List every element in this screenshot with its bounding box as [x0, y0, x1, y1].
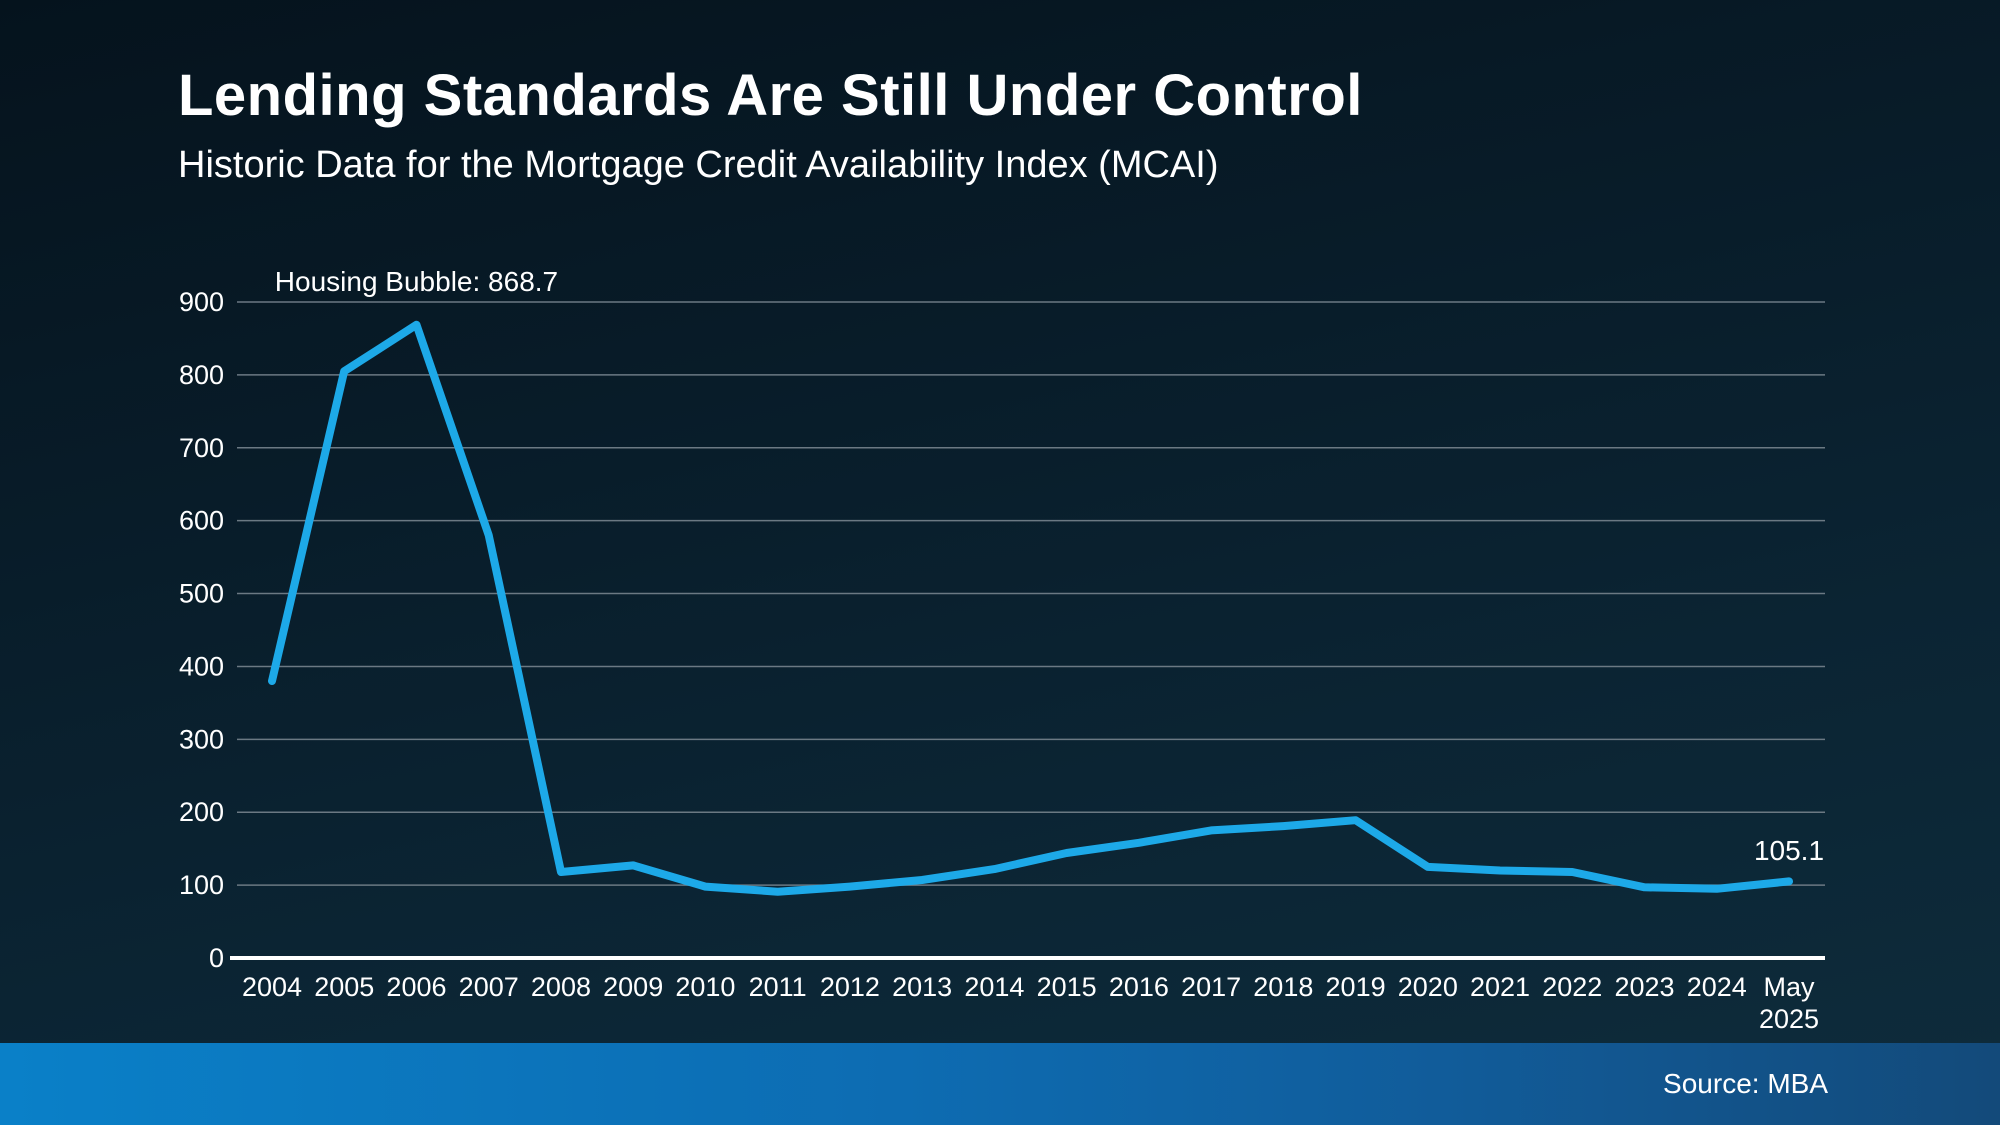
x-axis-label: 2006	[386, 972, 446, 1002]
y-axis-label: 900	[179, 287, 224, 317]
y-axis-label: 400	[179, 651, 224, 681]
x-axis-label: 2020	[1398, 972, 1458, 1002]
y-axis-label: 0	[209, 943, 224, 973]
x-axis-label: 2017	[1181, 972, 1241, 1002]
x-axis-label: 2022	[1542, 972, 1602, 1002]
x-axis-label: 2007	[459, 972, 519, 1002]
x-axis-label: 2005	[314, 972, 374, 1002]
latest-value-label: 105.1	[1754, 835, 1824, 866]
y-axis-label: 100	[179, 870, 224, 900]
y-axis-label: 500	[179, 579, 224, 609]
x-axis-label: 2021	[1470, 972, 1530, 1002]
y-axis-label: 300	[179, 724, 224, 754]
x-axis-label: 2004	[242, 972, 302, 1002]
x-axis-label: 2010	[675, 972, 735, 1002]
x-axis-label: 2012	[820, 972, 880, 1002]
mcai-data-line	[268, 320, 1793, 896]
y-axis-label: 800	[179, 360, 224, 390]
slide-header: Lending Standards Are Still Under Contro…	[178, 64, 1363, 187]
peak-annotation: Housing Bubble: 868.7	[275, 266, 558, 297]
x-axis-label: 2019	[1326, 972, 1386, 1002]
x-axis-label: 2015	[1037, 972, 1097, 1002]
x-axis-label: 2018	[1253, 972, 1313, 1002]
x-axis-label: 2009	[603, 972, 663, 1002]
source-attribution: Source: MBA	[1663, 1068, 1828, 1099]
x-axis-label: 2016	[1109, 972, 1169, 1002]
page-subtitle: Historic Data for the Mortgage Credit Av…	[178, 143, 1219, 186]
y-axis-label: 200	[179, 797, 224, 827]
y-axis-label: 700	[179, 433, 224, 463]
footer-bar: Source: MBA	[0, 1043, 2000, 1125]
x-axis-label: 2014	[964, 972, 1024, 1002]
x-axis-label: 2023	[1614, 972, 1674, 1002]
x-axis-label: 2013	[892, 972, 952, 1002]
x-axis-label: 2011	[749, 972, 807, 1002]
page-title: Lending Standards Are Still Under Contro…	[178, 63, 1363, 128]
y-axis-label: 600	[179, 506, 224, 536]
x-axis-label: May 2025	[1759, 972, 1819, 1034]
x-axis-label: 2008	[531, 972, 591, 1002]
x-axis-label: 2024	[1687, 972, 1747, 1002]
